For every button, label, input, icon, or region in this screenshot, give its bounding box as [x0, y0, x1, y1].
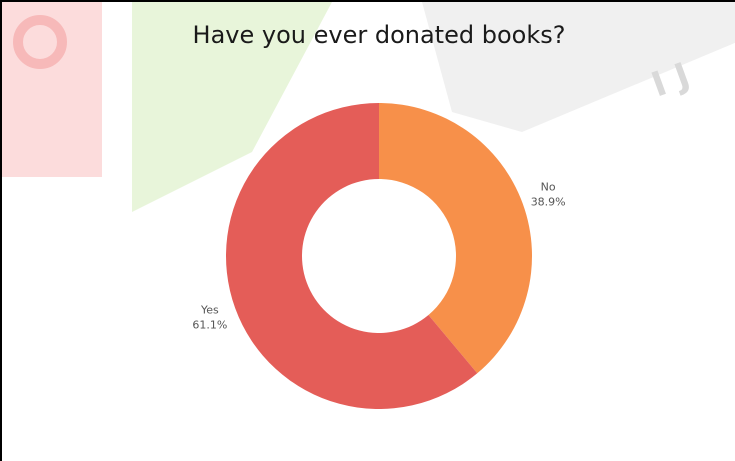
- watermark-gear-shape: [13, 15, 67, 69]
- chart-title: Have you ever donated books?: [193, 21, 566, 49]
- watermark-green-block: [132, 2, 332, 212]
- slice-value-no: 38.9%: [531, 195, 566, 208]
- watermark-logo: I J: [2, 2, 735, 212]
- slice-no: [379, 103, 532, 374]
- slice-labels: No 38.9% Yes 61.1%: [192, 180, 565, 331]
- donut-slices: [225, 103, 532, 409]
- slice-yes: [225, 103, 478, 409]
- slice-label-yes: Yes: [200, 304, 219, 317]
- slice-value-yes: 61.1%: [192, 319, 227, 332]
- watermark-gray-swoosh: [422, 2, 735, 132]
- slice-label-no: No: [541, 180, 556, 193]
